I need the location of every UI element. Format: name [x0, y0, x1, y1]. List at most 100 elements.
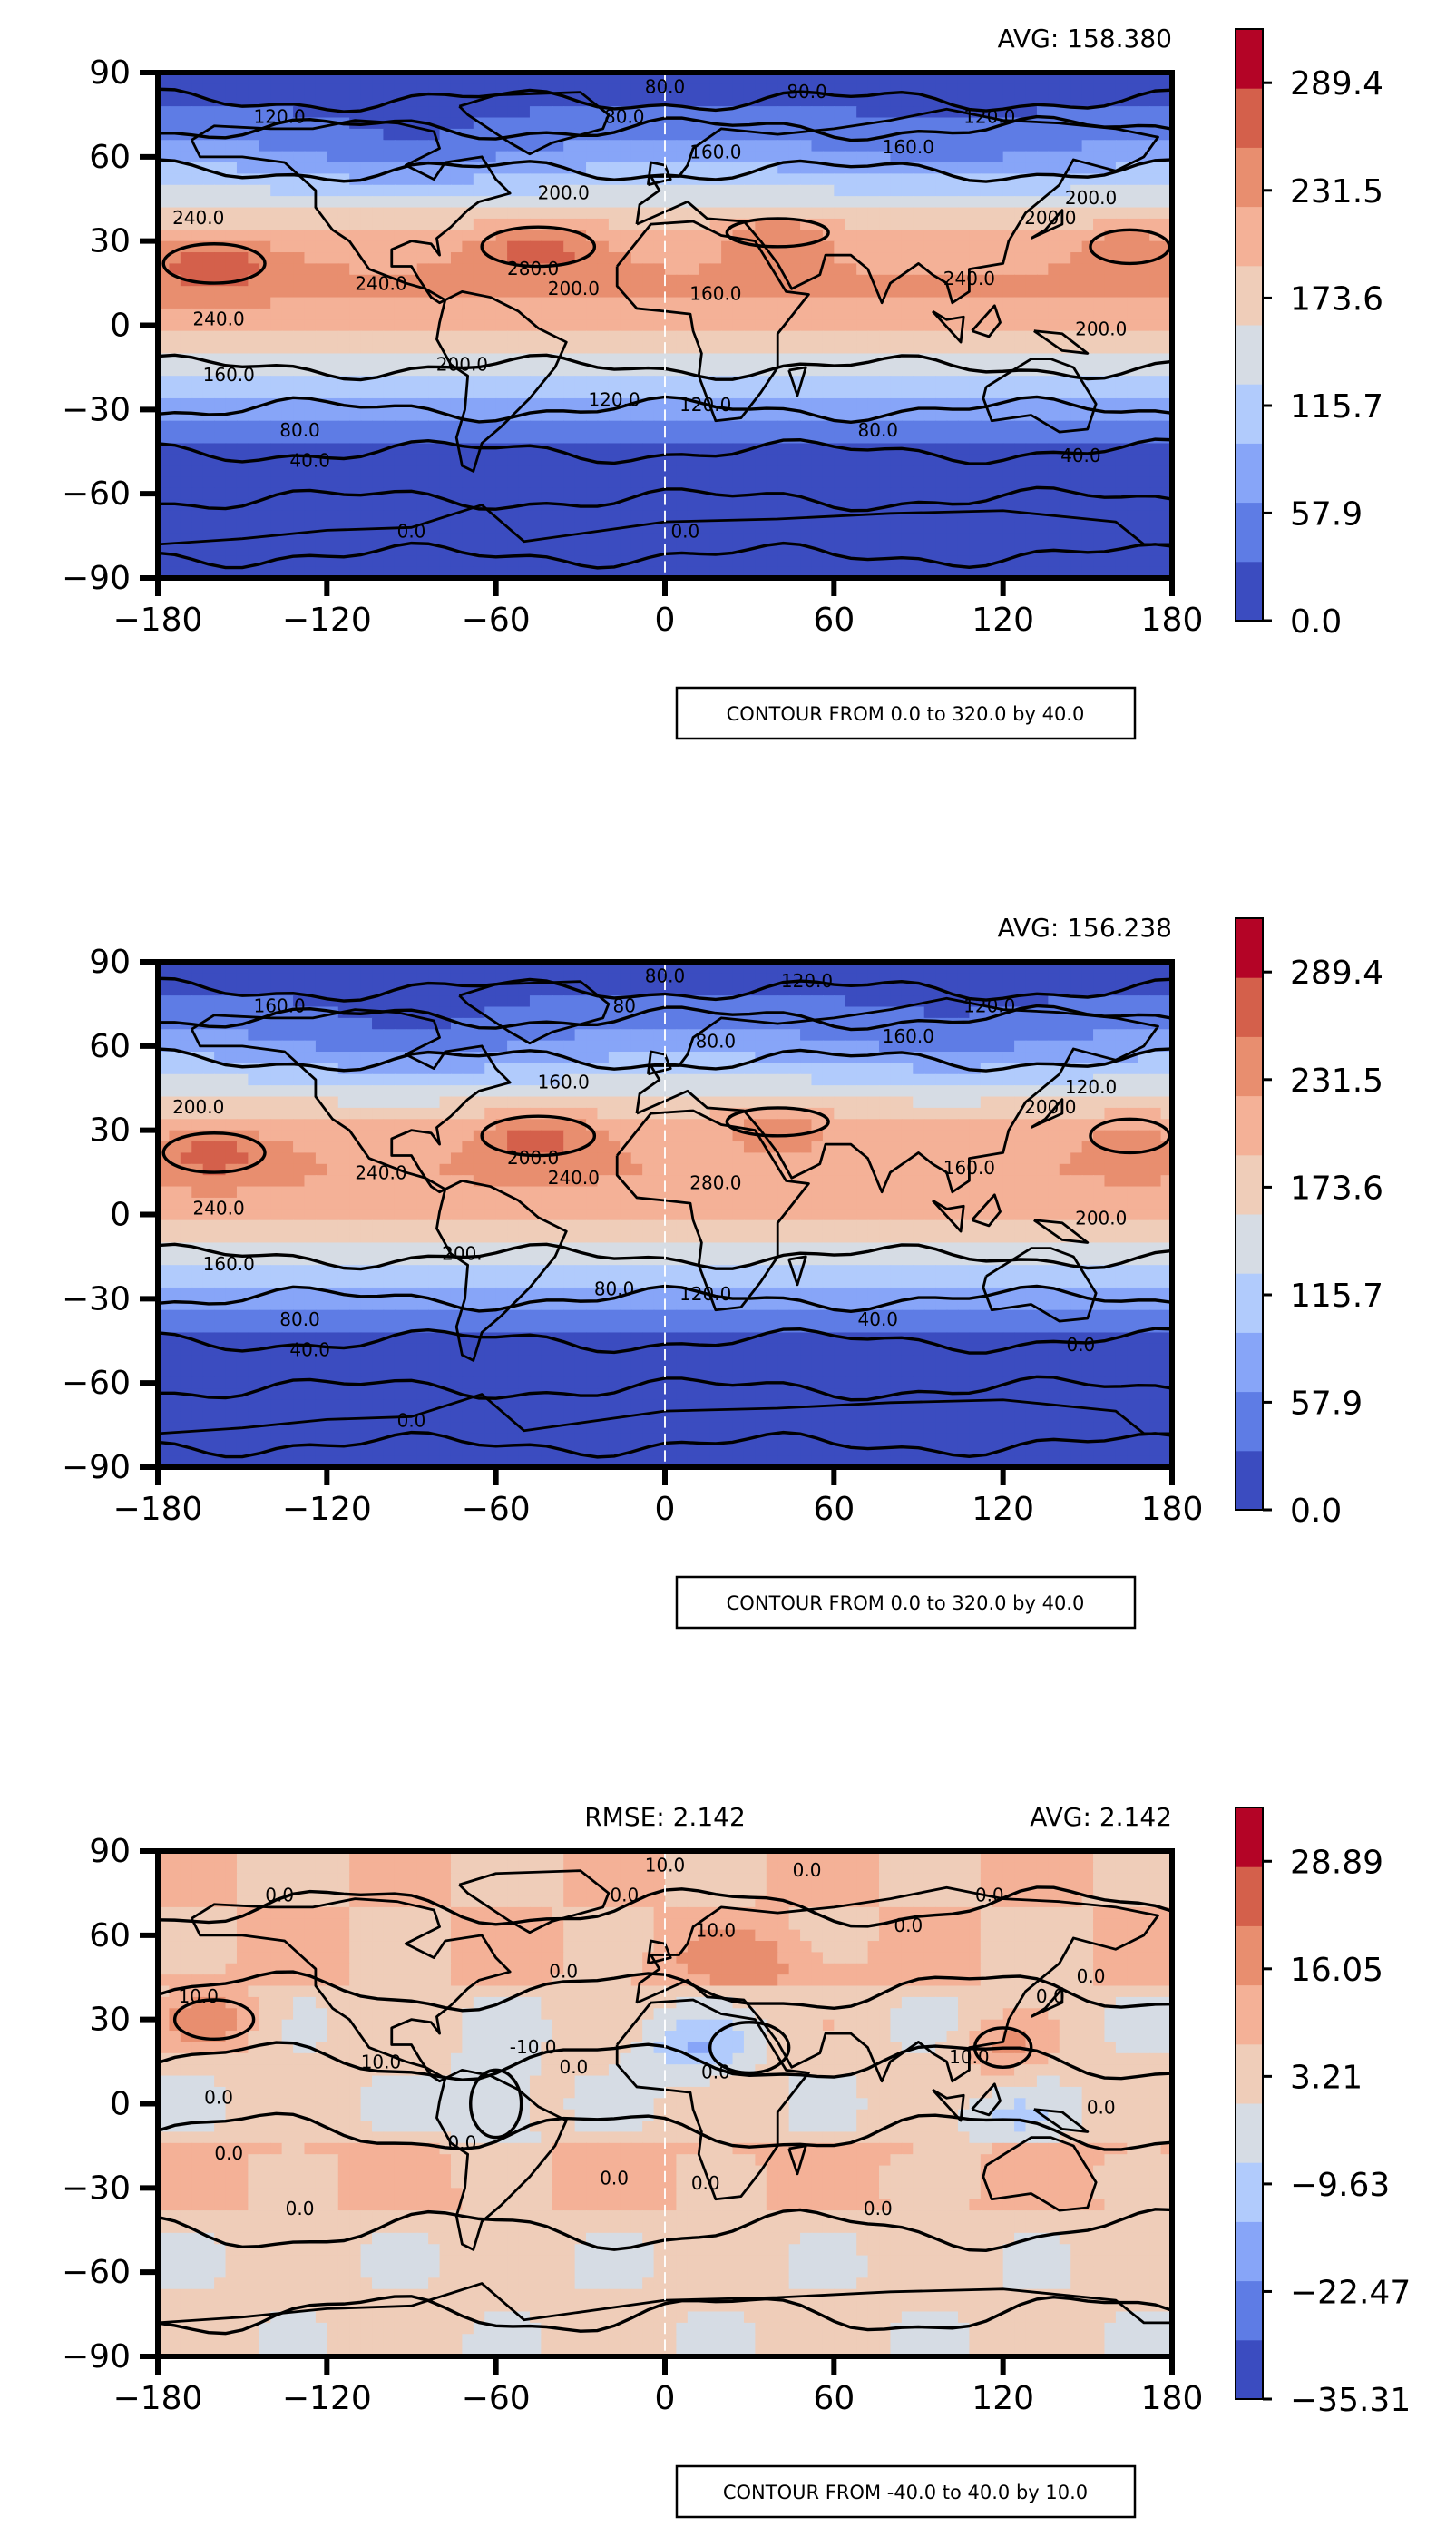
field-cell [315, 533, 328, 545]
field-cell [923, 544, 937, 557]
field-cell [1059, 973, 1072, 985]
field-cell [518, 94, 531, 108]
field-cell [957, 1017, 971, 1031]
field-cell [1127, 533, 1139, 545]
field-cell [811, 173, 824, 186]
field-cell [1127, 297, 1139, 309]
field-cell [653, 106, 666, 119]
field-cell [1070, 984, 1083, 997]
field-cell [811, 1029, 824, 1042]
field-cell [788, 522, 801, 534]
field-cell [158, 1029, 171, 1042]
field-cell [225, 487, 238, 501]
field-cell [191, 522, 204, 534]
field-cell [1070, 522, 1083, 534]
field-cell [158, 319, 171, 332]
field-cell [202, 533, 216, 545]
field-cell [834, 218, 846, 231]
field-cell [518, 522, 531, 534]
field-cell [406, 420, 418, 434]
field-cell [732, 420, 745, 434]
field-cell [1160, 387, 1172, 399]
field-cell [507, 240, 520, 253]
field-cell [957, 387, 971, 399]
field-cell [642, 353, 655, 366]
field-cell [315, 240, 328, 253]
field-cell [642, 342, 655, 355]
field-cell [248, 230, 260, 242]
field-cell [439, 207, 452, 220]
field-cell [653, 240, 666, 253]
field-cell [620, 140, 632, 152]
field-cell [337, 218, 351, 231]
field-cell [992, 330, 1004, 343]
field-cell [259, 73, 272, 85]
field-cell [1127, 454, 1139, 467]
coastline [635, 107, 1159, 305]
field-cell [236, 162, 249, 175]
field-cell [214, 184, 227, 198]
field-cell [315, 1029, 328, 1042]
field-cell [845, 162, 858, 175]
field-cell [236, 555, 249, 568]
field-cell [743, 330, 757, 343]
field-cell [383, 342, 396, 355]
field-cell [935, 286, 948, 299]
field-cell [281, 319, 294, 332]
field-cell [180, 1040, 193, 1053]
field-cell [856, 376, 869, 388]
field-cell [1036, 73, 1050, 85]
field-cell [879, 151, 892, 163]
field-cell [856, 330, 869, 343]
field-cell [202, 443, 216, 455]
field-cell [1014, 984, 1027, 997]
field-cell [822, 342, 835, 355]
field-cell [923, 476, 937, 489]
field-cell [586, 387, 599, 399]
field-cell [676, 308, 689, 321]
field-cell [867, 73, 880, 85]
field-cell [563, 263, 576, 276]
field-cell [788, 1052, 801, 1064]
field-cell [935, 83, 948, 96]
field-cell [969, 984, 982, 997]
field-cell [766, 533, 779, 545]
field-cell [946, 962, 959, 975]
field-cell [372, 454, 385, 467]
field-cell [755, 465, 767, 478]
field-cell [1025, 376, 1038, 388]
field-cell [304, 443, 317, 455]
field-cell [484, 330, 497, 343]
field-cell [1036, 286, 1050, 299]
field-cell [1059, 230, 1072, 242]
field-cell [1059, 465, 1072, 478]
field-cell [811, 151, 824, 163]
field-cell [755, 196, 767, 209]
field-cell [980, 1006, 993, 1019]
field-cell [1160, 342, 1172, 355]
contour-label: 200.0 [1024, 207, 1076, 229]
field-cell [270, 544, 283, 557]
field-cell [248, 487, 260, 501]
field-cell [169, 510, 181, 524]
field-cell [259, 973, 272, 985]
field-cell [822, 319, 835, 332]
field-cell [597, 432, 610, 445]
field-cell [236, 196, 249, 209]
field-cell [890, 454, 903, 467]
field-cell [202, 330, 216, 343]
field-cell [270, 73, 283, 85]
field-cell [248, 465, 260, 478]
field-cell [665, 252, 678, 265]
field-cell [665, 73, 678, 85]
field-cell [923, 330, 937, 343]
field-cell [473, 522, 486, 534]
field-cell [236, 173, 249, 186]
field-cell [1093, 106, 1106, 119]
field-cell [383, 487, 396, 501]
field-cell [766, 476, 779, 489]
field-cell [225, 207, 238, 220]
field-cell [214, 1006, 227, 1019]
field-cell [281, 342, 294, 355]
field-cell [158, 962, 171, 975]
